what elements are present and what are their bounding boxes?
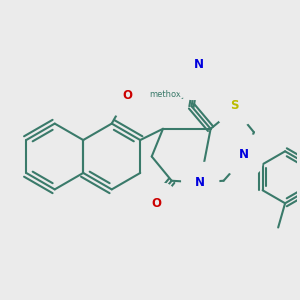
Text: O: O <box>151 197 161 210</box>
Text: methoxy: methoxy <box>149 90 186 99</box>
Text: N: N <box>238 148 248 161</box>
Text: N: N <box>194 58 204 71</box>
Text: O: O <box>122 89 132 102</box>
Text: N: N <box>195 176 205 189</box>
Text: S: S <box>231 99 239 112</box>
Text: C: C <box>192 73 201 86</box>
